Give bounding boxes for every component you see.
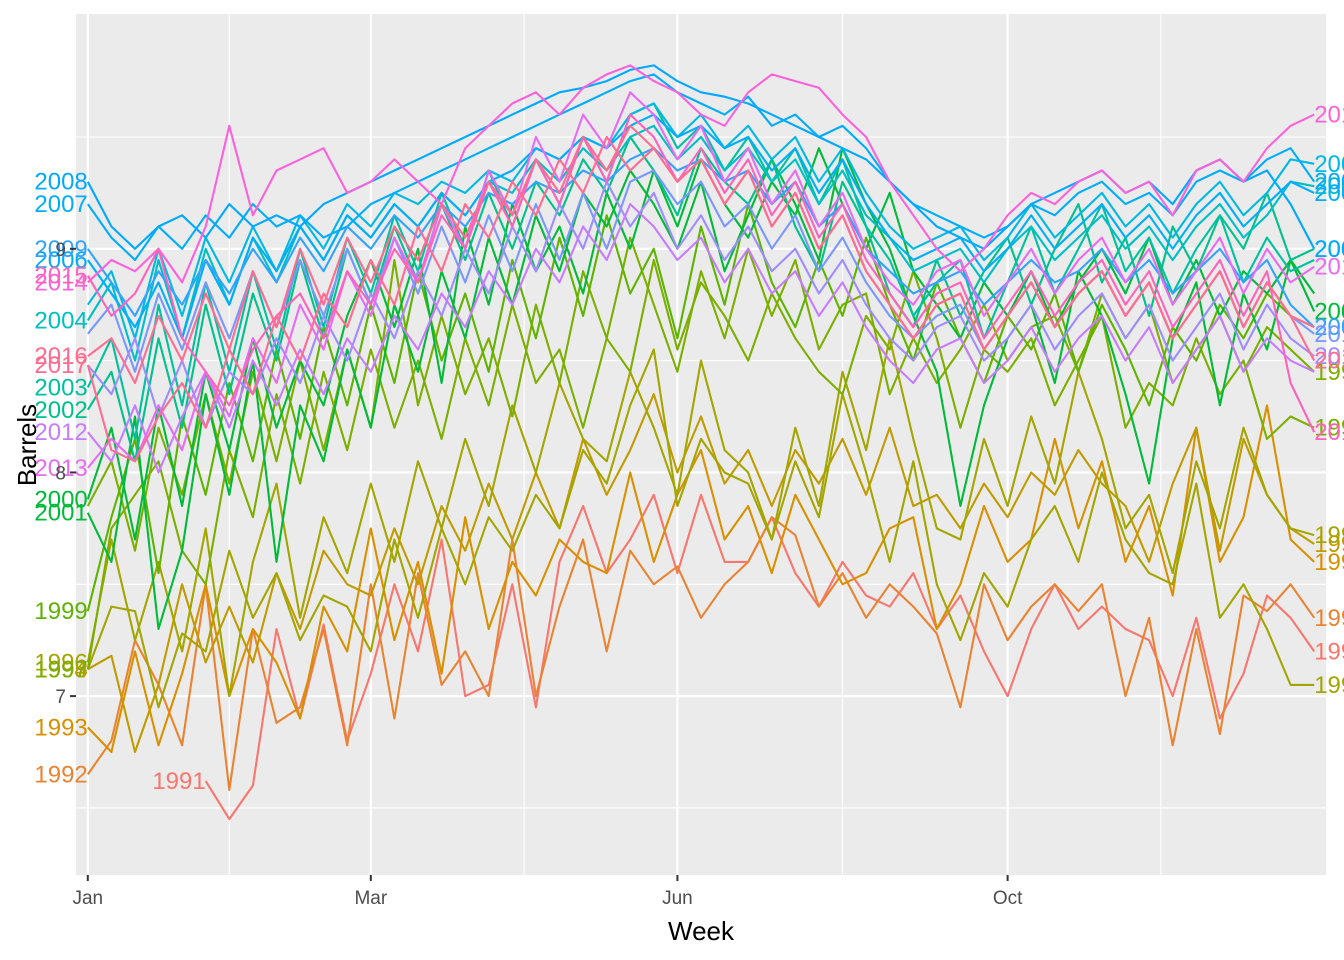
series-label-left-2007: 2007 [34, 191, 87, 218]
series-line-2014 [87, 64, 1315, 284]
series-label-left-1993: 1993 [34, 714, 87, 741]
x-tick-label: Oct [993, 888, 1023, 909]
series-label-left-2014: 2014 [34, 269, 87, 296]
y-tick-label: 9 [55, 240, 66, 261]
series-line-2013 [86, 91, 1315, 469]
series-label-right-2006: 2006 [1314, 180, 1344, 207]
series-line-2017 [86, 135, 1315, 463]
series-label-right-2008: 2008 [1314, 236, 1344, 263]
series-label-left-2004: 2004 [34, 307, 87, 334]
series-label-left-2013: 2013 [34, 455, 87, 482]
series-line-2004 [86, 124, 1315, 362]
series-label-left-2015: 2015 [34, 263, 87, 290]
series-label-left-2009: 2009 [34, 236, 87, 263]
series-label-right-2009: 2009 [1314, 314, 1344, 341]
series-label-left-2002: 2002 [34, 397, 87, 424]
series-label-right-2002: 2002 [1314, 236, 1344, 263]
series-label-left-1999: 1999 [34, 598, 87, 625]
series-line-1995 [86, 348, 1315, 709]
series-label-left-2008: 2008 [34, 169, 87, 196]
series-label-left-1991: 1991 [152, 768, 205, 795]
plot-panel [76, 14, 1326, 875]
series-label-left-2017: 2017 [34, 352, 87, 379]
series-line-2007 [86, 73, 1316, 262]
x-tick-label: Jun [662, 888, 693, 909]
series-line-1992 [86, 516, 1316, 792]
series-label-left-2016: 2016 [34, 343, 87, 370]
series-label-left-1995: 1995 [34, 656, 87, 683]
series-label-left-2001: 2001 [34, 500, 87, 527]
series-label-right-2010: 2010 [1314, 321, 1344, 348]
series-label-right-1998: 1998 [1314, 359, 1344, 386]
series-label-right-1991: 1991 [1314, 638, 1344, 665]
series-lines [86, 64, 1316, 821]
series-label-right-2014: 2014 [1314, 102, 1344, 129]
series-label-right-1992: 1992 [1314, 605, 1344, 632]
series-line-1994 [87, 393, 1315, 754]
series-label-left-1994: 1994 [34, 656, 87, 683]
series-line-1996 [86, 337, 1315, 698]
series-label-left-1992: 1992 [34, 761, 87, 788]
y-tick-label: 7 [55, 687, 66, 708]
series-line-1999 [86, 203, 1315, 612]
series-line-2015 [86, 113, 1316, 433]
series-label-left-2006: 2006 [34, 247, 87, 274]
x-axis-title: Week [668, 916, 735, 946]
series-label-right-2005: 2005 [1314, 151, 1344, 178]
series-label-left-1997: 1997 [34, 656, 87, 683]
series-label-right-1994: 1994 [1314, 531, 1344, 558]
x-tick-label: Jan [72, 888, 103, 909]
series-label-right-1996: 1996 [1314, 522, 1344, 549]
axis-ticks: 7 8 9 Jan Mar Jun Oct [55, 240, 1023, 909]
series-label-right-1993: 1993 [1314, 549, 1344, 576]
series-line-2012 [86, 203, 1315, 474]
series-label-right-1995: 1995 [1314, 672, 1344, 699]
series-label-right-2000: 2000 [1314, 298, 1344, 325]
series-end-labels: 1991199119921992199319931994199419951995… [34, 102, 1344, 795]
series-label-left-1996: 1996 [34, 650, 87, 677]
series-label-right-2004: 2004 [1314, 173, 1344, 200]
series-label-left-2012: 2012 [34, 419, 87, 446]
series-label-right-1997: 1997 [1314, 415, 1344, 442]
x-tick-label: Mar [354, 888, 387, 909]
y-axis-title: Barrels [12, 404, 42, 486]
series-label-right-2013: 2013 [1314, 254, 1344, 281]
series-label-right-2015: 2015 [1314, 419, 1344, 446]
y-tick-label: 8 [55, 463, 66, 484]
series-label-right-2007: 2007 [1314, 169, 1344, 196]
series-label-right-2016: 2016 [1314, 348, 1344, 375]
series-label-right-2011: 2011 [1314, 343, 1344, 370]
series-label-left-2000: 2000 [34, 486, 87, 513]
series-label-left-2003: 2003 [34, 374, 87, 401]
